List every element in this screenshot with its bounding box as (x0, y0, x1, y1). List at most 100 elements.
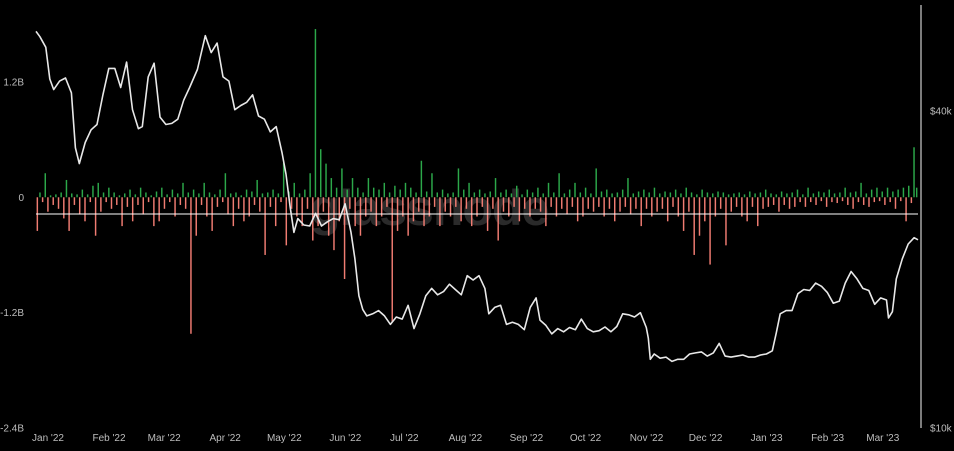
bar (738, 192, 740, 198)
bar (582, 197, 584, 217)
bar (666, 197, 669, 222)
bar (463, 189, 465, 198)
bar (410, 187, 412, 198)
bar (849, 192, 852, 198)
bar (460, 197, 462, 222)
bar (243, 197, 245, 222)
bar (516, 185, 518, 198)
bar (298, 193, 301, 198)
bar (365, 197, 367, 217)
bar (878, 197, 881, 202)
bar (388, 192, 391, 198)
bar (839, 192, 841, 198)
bar (902, 187, 905, 198)
bar (269, 197, 272, 207)
bar (862, 197, 865, 205)
x-tick-label: May '22 (267, 433, 302, 444)
bar (810, 197, 812, 203)
bar (261, 193, 264, 198)
x-tick-label: Jun '22 (329, 433, 361, 444)
bar (71, 193, 73, 198)
bar (497, 197, 499, 241)
bar (473, 192, 476, 198)
bar (267, 192, 269, 198)
bar (592, 197, 595, 212)
bar (251, 191, 253, 198)
bar (222, 197, 224, 203)
bar (137, 197, 139, 205)
bar (176, 193, 179, 198)
bar (100, 197, 102, 212)
bar (439, 197, 441, 227)
bar (606, 189, 608, 198)
x-tick-label: Mar '23 (866, 433, 899, 444)
bar (49, 195, 52, 198)
bar (370, 197, 372, 212)
bar (603, 197, 605, 217)
bar (216, 197, 219, 207)
bar (378, 189, 380, 198)
bar (889, 197, 891, 203)
bar (553, 192, 555, 198)
bar (237, 197, 240, 209)
bar (452, 192, 454, 198)
y-left-tick-label: 1.2B (3, 77, 24, 88)
bar (155, 191, 158, 198)
bar (815, 197, 817, 205)
bar (412, 197, 415, 222)
bar (198, 193, 200, 198)
bar (470, 197, 473, 227)
bar (558, 173, 560, 198)
bar (817, 191, 820, 198)
bar (468, 182, 470, 198)
bar (619, 197, 621, 212)
bar (65, 179, 68, 198)
bar (139, 187, 142, 198)
bar (306, 197, 309, 209)
bar (653, 187, 656, 198)
bar (457, 168, 460, 198)
bar (841, 197, 844, 202)
bar (330, 178, 333, 198)
bar (804, 197, 807, 207)
bar (158, 197, 160, 222)
bar (335, 187, 338, 198)
bar (333, 197, 335, 251)
right-axis: $40k $10k (930, 106, 953, 434)
bar (884, 197, 886, 205)
bar (698, 197, 701, 236)
bar (900, 197, 902, 202)
bar (751, 197, 754, 207)
bar (754, 193, 756, 198)
bar (796, 189, 799, 198)
x-tick-label: Mar '22 (148, 433, 181, 444)
bar (351, 178, 354, 198)
bar (327, 197, 330, 236)
bar (105, 197, 107, 203)
bar (727, 194, 730, 198)
bar (44, 173, 46, 198)
bar (571, 197, 574, 207)
bar (293, 182, 295, 198)
bar (447, 193, 449, 198)
bar (688, 197, 690, 212)
bar (343, 197, 346, 279)
bar (513, 197, 515, 207)
bar (873, 197, 876, 203)
bar (372, 187, 375, 198)
bar (746, 197, 748, 222)
bar (725, 197, 727, 246)
x-tick-label: Jan '23 (751, 433, 783, 444)
bar (656, 197, 658, 212)
bar (719, 197, 722, 209)
bar (203, 182, 205, 198)
bar (94, 197, 97, 236)
bar (812, 193, 815, 198)
bar (126, 197, 129, 207)
bar (296, 197, 298, 217)
x-tick-label: Apr '22 (210, 433, 242, 444)
bar (780, 191, 783, 198)
x-tick-label: Jan '22 (32, 433, 64, 444)
bar (709, 197, 711, 265)
